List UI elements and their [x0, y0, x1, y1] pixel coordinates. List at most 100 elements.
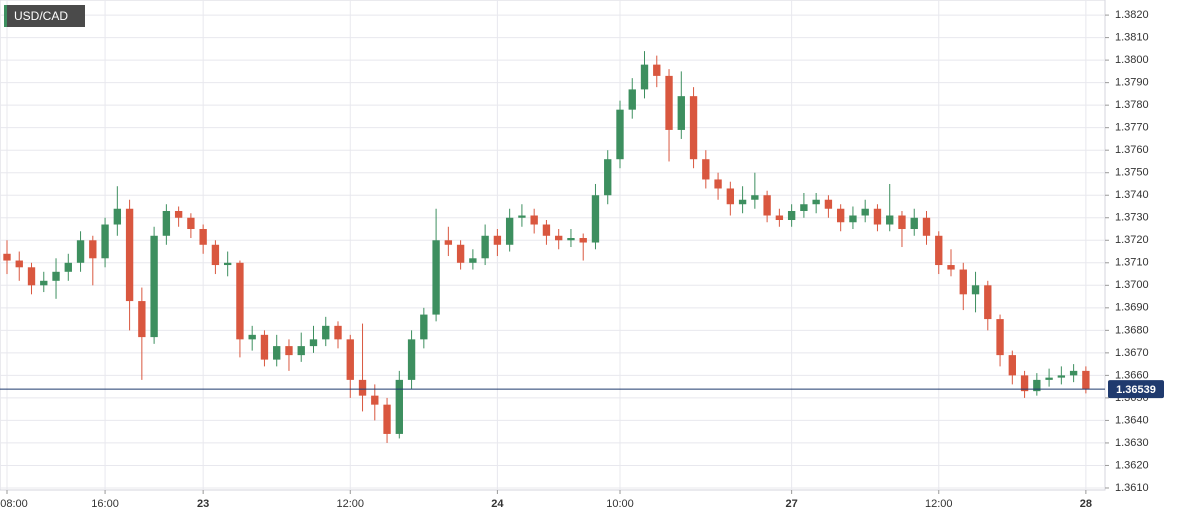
y-tick-label: 1.3700	[1115, 279, 1149, 291]
candle-body	[984, 285, 992, 320]
candle-body	[763, 195, 771, 216]
candle-body	[493, 235, 502, 245]
candle-body	[76, 240, 85, 263]
candle-body	[935, 235, 943, 266]
candle-body	[383, 404, 391, 434]
candle-body	[886, 215, 894, 225]
y-tick-label: 1.3730	[1115, 212, 1149, 224]
y-tick-label: 1.3760	[1115, 144, 1149, 156]
candle-body	[910, 217, 918, 230]
candle-body	[481, 235, 489, 259]
y-tick-label: 1.3720	[1115, 234, 1149, 246]
candle-body	[518, 215, 526, 218]
candle-body	[1045, 377, 1053, 380]
candle-body	[702, 159, 710, 180]
candle-body	[150, 235, 158, 338]
candle-body	[861, 208, 869, 216]
title-accent	[4, 5, 7, 27]
candle-body	[677, 96, 685, 130]
candle-body	[898, 215, 906, 230]
candle-body	[689, 96, 698, 160]
x-tick-label: 10:00	[606, 498, 634, 510]
y-tick-label: 1.3770	[1115, 122, 1149, 134]
candle-body	[787, 210, 796, 221]
x-tick-label: 16:00	[91, 498, 119, 510]
candle-body	[52, 271, 60, 281]
candle-body	[469, 258, 477, 263]
y-tick-label: 1.3750	[1115, 167, 1149, 179]
y-tick-label: 1.3690	[1115, 302, 1149, 314]
candle-body	[334, 325, 342, 340]
candle-body	[555, 235, 563, 241]
y-tick-label: 1.3710	[1115, 257, 1149, 269]
x-tick-label: 23	[197, 498, 209, 510]
y-tick-label: 1.3740	[1115, 189, 1149, 201]
grid	[0, 0, 1105, 490]
candle-body	[591, 195, 600, 243]
candle-body	[738, 199, 747, 205]
candle-body	[530, 215, 538, 225]
candle-body	[1069, 370, 1078, 376]
candle-body	[15, 260, 23, 268]
candle-body	[751, 195, 759, 200]
candle-body	[223, 262, 232, 266]
candle-body	[444, 240, 453, 245]
candle-body	[407, 339, 416, 380]
candle-body	[1082, 370, 1090, 389]
candle-body	[64, 262, 72, 272]
candle-body	[371, 395, 379, 405]
last-price-badge	[1108, 380, 1164, 399]
candle-body	[1033, 379, 1041, 392]
x-tick-label: 08:00	[0, 498, 28, 510]
candle-body	[138, 301, 146, 338]
candle-body	[273, 346, 281, 360]
candle-body	[113, 208, 122, 225]
candle-body	[285, 346, 293, 356]
y-tick-label: 1.3640	[1115, 414, 1149, 426]
candle-body	[358, 379, 367, 396]
candle-body	[604, 159, 612, 196]
x-tick-label: 27	[786, 498, 798, 510]
candle-body	[849, 215, 857, 223]
candle-body	[322, 325, 330, 340]
candle-body	[297, 346, 305, 356]
candle-body	[89, 240, 97, 259]
candle-body	[971, 285, 980, 295]
candle-body	[922, 217, 931, 236]
candle-body	[567, 238, 575, 241]
candle-body	[456, 244, 465, 263]
y-tick-label: 1.3620	[1115, 459, 1149, 471]
candle-body	[420, 314, 428, 340]
candle-body	[947, 265, 955, 270]
y-tick-label: 1.3810	[1115, 32, 1149, 44]
candle-body	[775, 215, 784, 221]
candle-body	[309, 339, 318, 347]
candle-body	[616, 109, 624, 160]
candle-body	[346, 339, 354, 380]
candle-body	[505, 217, 514, 245]
candle-body	[432, 240, 440, 315]
candle-body	[959, 269, 967, 295]
candle-body	[665, 75, 673, 130]
candle-body	[836, 208, 845, 223]
y-tick-label: 1.3610	[1115, 482, 1149, 494]
candle-body	[125, 208, 134, 302]
candle-body	[162, 210, 171, 236]
last-price-label: 1.36539	[1116, 384, 1156, 396]
candle-body	[101, 224, 109, 259]
candle-body	[1008, 355, 1016, 376]
y-tick-label: 1.3800	[1115, 54, 1149, 66]
y-tick-label: 1.3790	[1115, 77, 1149, 89]
y-tick-label: 1.3680	[1115, 324, 1149, 336]
candle-body	[873, 208, 882, 225]
candle-body	[653, 64, 661, 76]
x-tick-label: 12:00	[337, 498, 365, 510]
plot-area	[0, 0, 1106, 491]
candle-body	[187, 217, 195, 230]
candle-body	[996, 319, 1004, 356]
y-tick-label: 1.3630	[1115, 437, 1149, 449]
candle-body	[248, 334, 256, 340]
y-tick-label: 1.3820	[1115, 9, 1149, 21]
